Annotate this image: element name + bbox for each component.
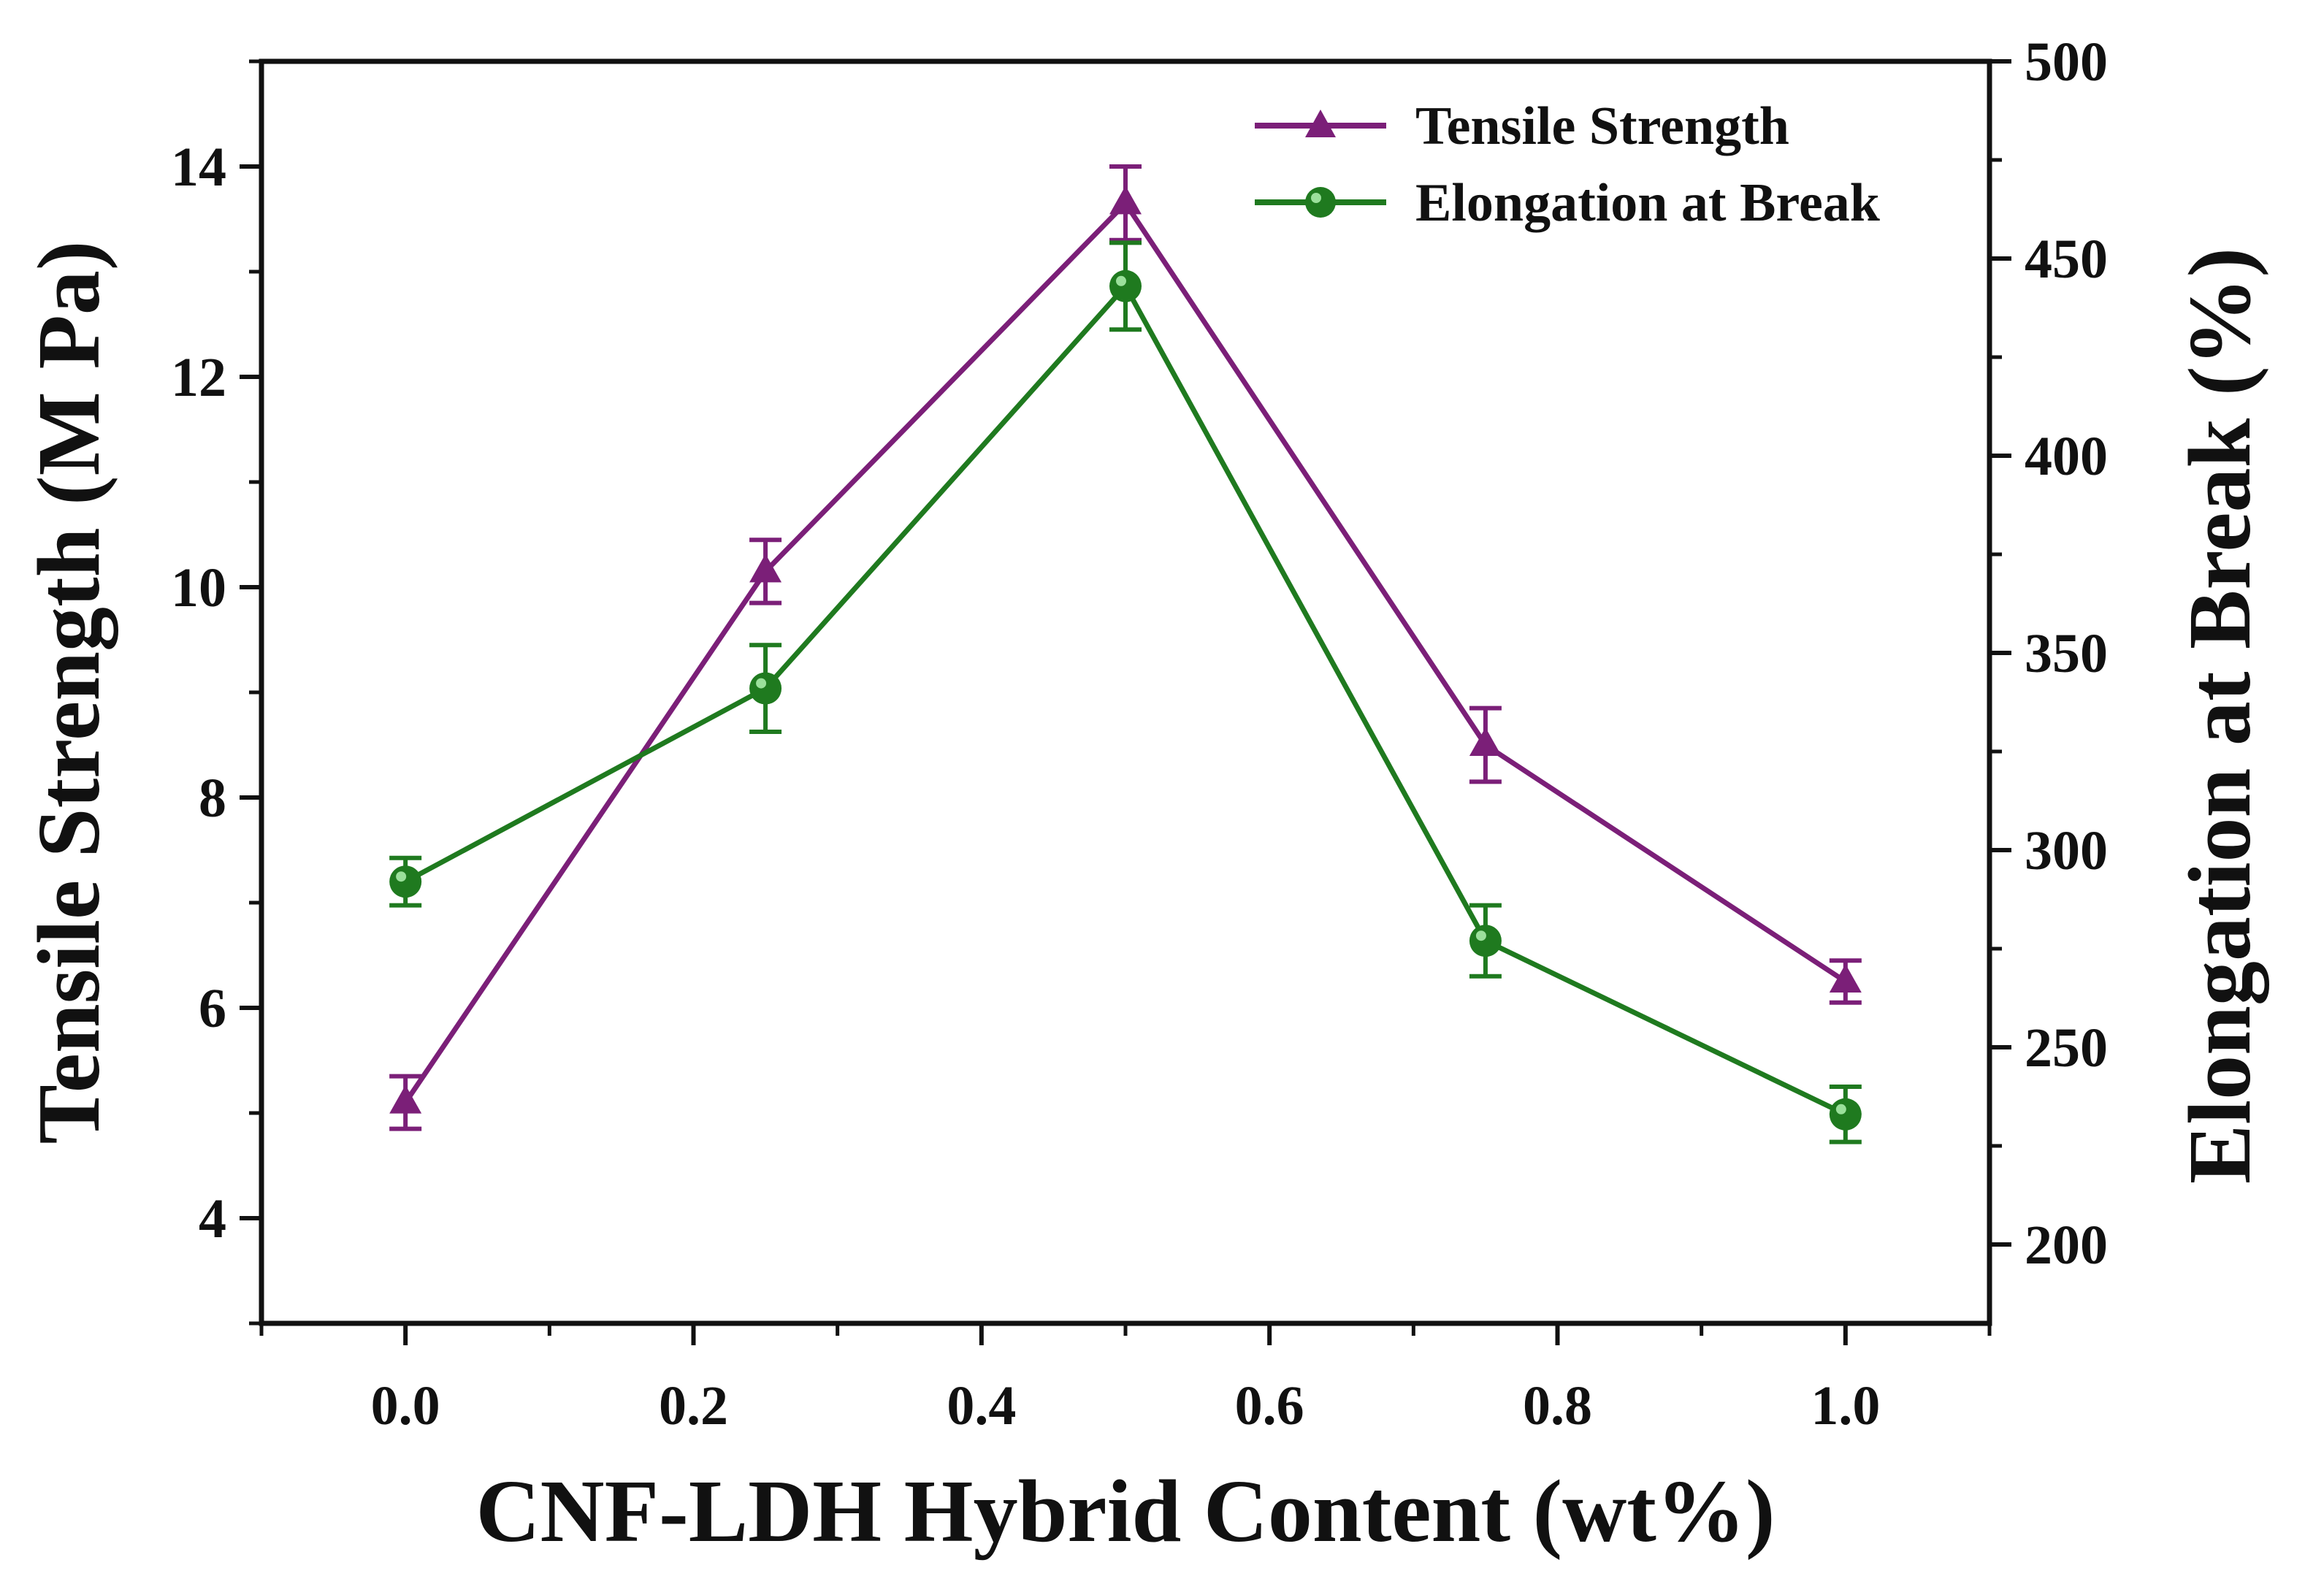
y-left-tick-label: 6 — [199, 978, 226, 1039]
series-line-tensile — [403, 200, 1847, 1104]
y-right-axis-title: Elongation at Break (%) — [2171, 248, 2269, 1184]
legend-marker-elongation — [1305, 187, 1336, 218]
x-tick-label: 1.0 — [1811, 1375, 1880, 1437]
x-tick-label: 0.0 — [371, 1375, 440, 1437]
x-tick-label: 0.8 — [1523, 1375, 1592, 1437]
y-right-tick-label: 200 — [2025, 1215, 2108, 1276]
data-point-highlight-elongation — [1116, 275, 1126, 286]
y-left-tick-label: 10 — [171, 557, 226, 619]
data-point-tensile — [1109, 186, 1142, 215]
x-tick-label: 0.4 — [947, 1375, 1016, 1437]
data-point-highlight-elongation — [1835, 1104, 1846, 1114]
y-left-tick-label: 8 — [199, 768, 226, 829]
y-left-tick-label: 4 — [199, 1188, 226, 1250]
y-right-tick-label: 500 — [2025, 31, 2108, 93]
y-right-tick-label: 350 — [2025, 623, 2108, 684]
data-point-elongation — [1109, 269, 1142, 302]
y-right-tick-label: 400 — [2025, 426, 2108, 487]
y-right-tick-label: 300 — [2025, 820, 2108, 882]
data-point-elongation — [389, 865, 422, 898]
y-left-tick-label: 12 — [171, 347, 226, 408]
data-point-elongation — [1469, 925, 1502, 957]
y-left-axis-title: Tensile Strength (M Pa) — [20, 241, 118, 1144]
legend: Tensile Strength Elongation at Break — [1255, 96, 1881, 233]
data-point-tensile — [1469, 727, 1502, 756]
legend-label-elongation: Elongation at Break — [1415, 173, 1881, 233]
data-point-elongation — [749, 672, 782, 705]
legend-label-tensile: Tensile Strength — [1415, 96, 1789, 156]
y-right-tick-label: 450 — [2025, 229, 2108, 290]
x-axis-title: CNF-LDH Hybrid Content (wt%) — [475, 1462, 1775, 1561]
data-point-highlight-elongation — [756, 678, 767, 689]
y-right-tick-label: 250 — [2025, 1017, 2108, 1079]
data-point-highlight-elongation — [1475, 930, 1486, 941]
data-point-tensile — [389, 1085, 422, 1114]
data-point-tensile — [1829, 964, 1862, 993]
y-left-tick-label: 14 — [171, 137, 226, 198]
x-tick-label: 0.2 — [659, 1375, 728, 1437]
data-point-highlight-elongation — [396, 871, 407, 882]
legend-marker-elongation-highlight — [1311, 193, 1321, 203]
x-tick-label: 0.6 — [1235, 1375, 1304, 1437]
data-point-elongation — [1829, 1098, 1862, 1131]
series-line-elongation — [404, 283, 1847, 1117]
legend-marker-tensile — [1305, 110, 1336, 137]
data-point-tensile — [749, 554, 782, 583]
